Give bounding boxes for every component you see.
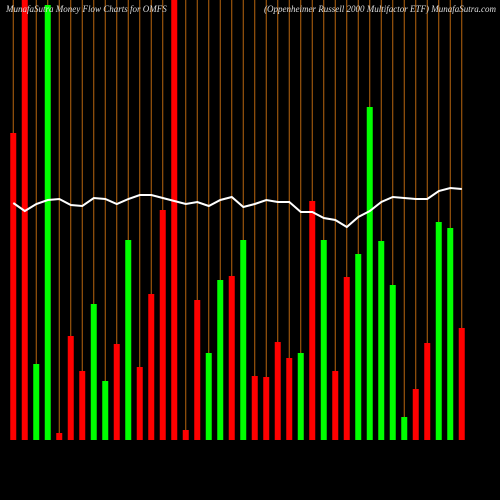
- bar: [194, 300, 201, 440]
- bar: [424, 343, 431, 440]
- bar: [10, 133, 17, 440]
- bar: [159, 210, 166, 440]
- bar: [102, 381, 109, 440]
- bar: [79, 371, 86, 440]
- bar: [447, 228, 454, 440]
- bar: [125, 240, 132, 440]
- bar: [309, 201, 316, 440]
- bar: [320, 240, 327, 440]
- bar: [182, 430, 189, 440]
- bar: [148, 294, 155, 440]
- bar: [205, 353, 212, 440]
- bar: [435, 222, 442, 440]
- bar: [240, 240, 247, 440]
- bar: [113, 344, 120, 440]
- chart-title: MunafaSutra Money Flow Charts for OMFS: [5, 4, 167, 14]
- bar: [228, 276, 235, 440]
- bar: [355, 254, 362, 440]
- bar: [286, 358, 293, 440]
- bar: [21, 0, 28, 440]
- bar: [366, 107, 373, 440]
- bar: [389, 285, 396, 440]
- bar: [274, 342, 281, 440]
- bar: [378, 241, 385, 440]
- chart-subtitle: (Oppenheimer Russell 2000 Multifactor ET…: [264, 4, 496, 14]
- bar: [251, 376, 258, 440]
- bar: [90, 304, 97, 440]
- bar: [136, 367, 143, 440]
- bar: [401, 417, 408, 440]
- bar: [263, 377, 270, 440]
- bar: [67, 336, 74, 440]
- bar: [33, 364, 40, 440]
- bar: [332, 371, 339, 440]
- bar: [56, 433, 63, 440]
- flow-line: [12, 186, 462, 229]
- bar: [412, 389, 419, 440]
- bar: [458, 328, 465, 440]
- bar: [343, 277, 350, 440]
- bar: [44, 5, 51, 440]
- bar: [297, 353, 304, 440]
- bar: [171, 0, 178, 440]
- bar: [217, 280, 224, 440]
